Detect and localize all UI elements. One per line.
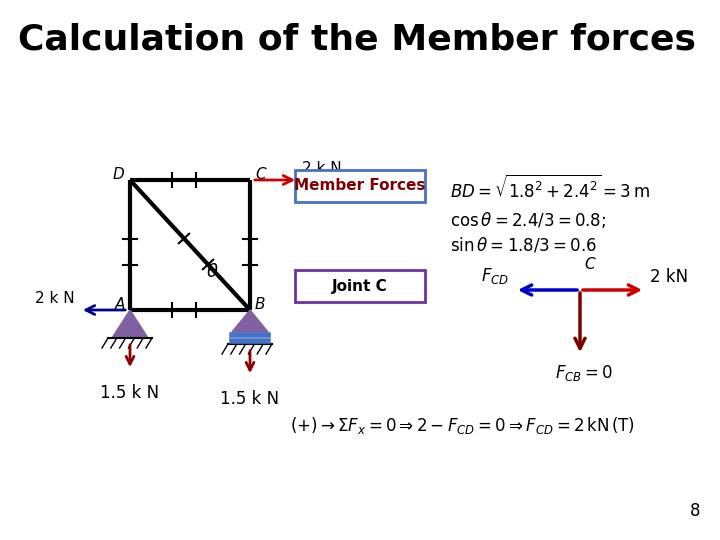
- Bar: [295, 170, 425, 202]
- Text: $F_{CB}=0$: $F_{CB}=0$: [555, 363, 613, 383]
- Text: Calculation of the Member forces: Calculation of the Member forces: [18, 22, 696, 56]
- Text: C: C: [255, 167, 266, 182]
- Text: $F_{CD}$: $F_{CD}$: [481, 266, 509, 286]
- Text: 2 k N: 2 k N: [302, 161, 341, 176]
- Text: B: B: [255, 297, 266, 312]
- Text: Member Forces: Member Forces: [294, 179, 426, 193]
- Text: $\theta$: $\theta$: [206, 263, 218, 281]
- Bar: [295, 270, 425, 302]
- Text: Joint C: Joint C: [332, 279, 388, 294]
- Text: D: D: [112, 167, 124, 182]
- Text: 8: 8: [690, 502, 700, 520]
- Text: 1.5 k N: 1.5 k N: [220, 390, 279, 408]
- Text: $(+)\rightarrow\Sigma F_x=0\Rightarrow 2-F_{CD}=0\Rightarrow F_{CD}=2\,\mathrm{k: $(+)\rightarrow\Sigma F_x=0\Rightarrow 2…: [290, 415, 635, 436]
- Text: $\sin\theta=1.8/3=0.6$: $\sin\theta=1.8/3=0.6$: [450, 235, 597, 254]
- Polygon shape: [232, 310, 268, 332]
- Text: A: A: [114, 297, 125, 312]
- Text: $\cos\theta=2.4/3=0.8;$: $\cos\theta=2.4/3=0.8;$: [450, 210, 606, 230]
- Text: 2 kN: 2 kN: [650, 268, 688, 286]
- Text: 1.5 k N: 1.5 k N: [100, 384, 160, 402]
- Text: $BD = \sqrt{1.8^2+2.4^2}=3\,\mathrm{m}$: $BD = \sqrt{1.8^2+2.4^2}=3\,\mathrm{m}$: [450, 175, 650, 202]
- Text: 2 k N: 2 k N: [35, 291, 75, 306]
- Polygon shape: [112, 310, 148, 338]
- Text: C: C: [584, 257, 595, 272]
